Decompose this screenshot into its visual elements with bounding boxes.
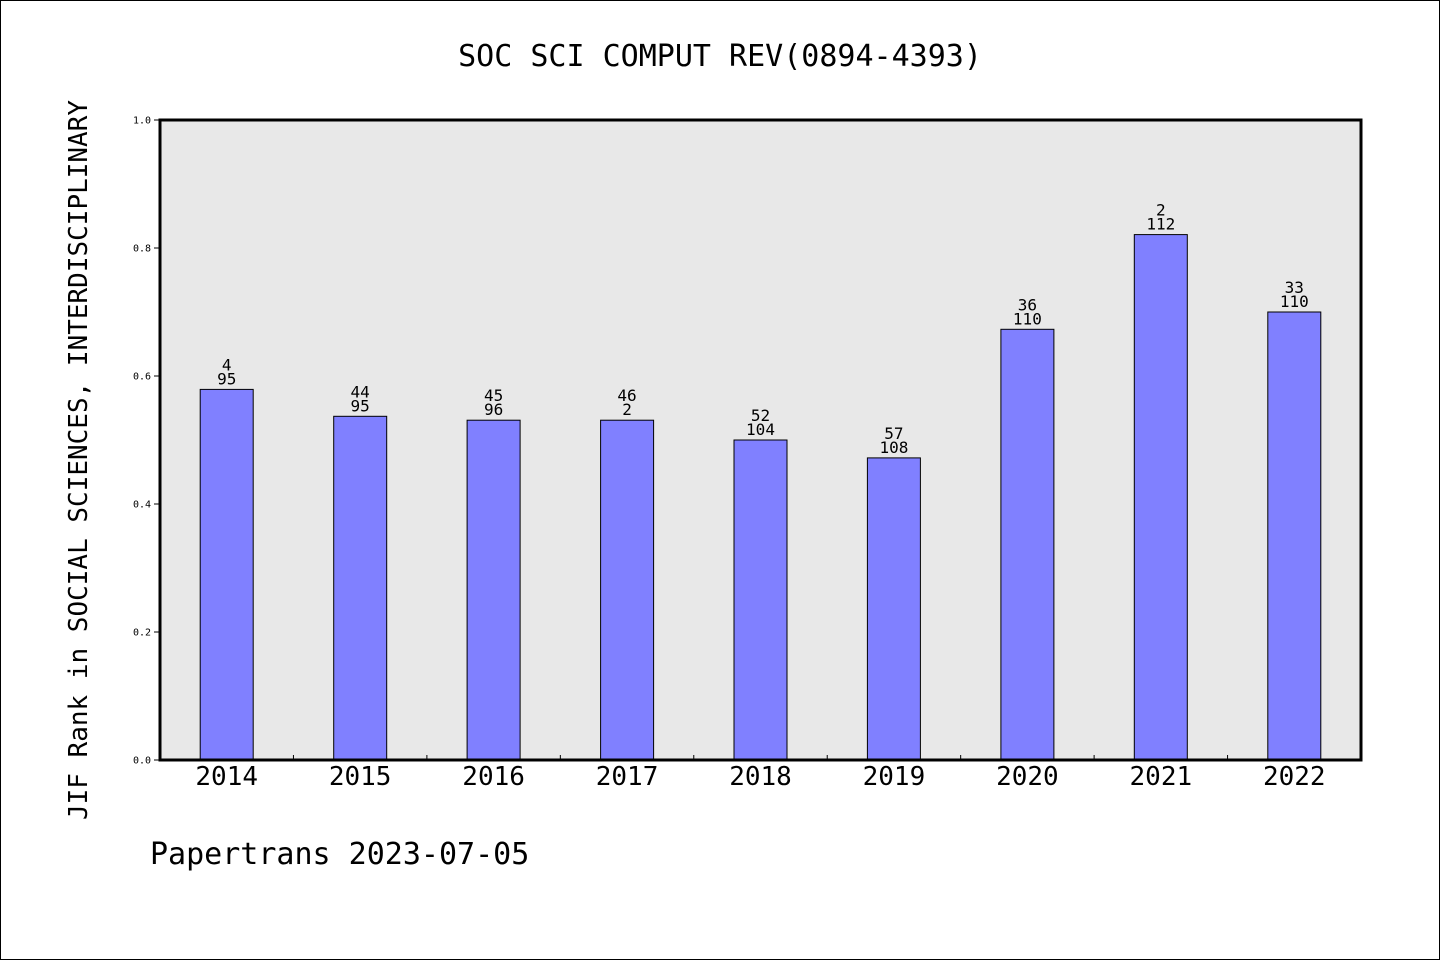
bar-2018 bbox=[733, 439, 788, 761]
bar-label-bottom-2022: 110 bbox=[1280, 292, 1309, 311]
bar-label-top-2022: 33 bbox=[1285, 278, 1304, 297]
x-axis-ticks: 2014 2015 2016 2017 2018 2019 2020 2021 2022 bbox=[195, 755, 1326, 792]
bar-2014 bbox=[199, 388, 254, 761]
bar-label-top-2020: 36 bbox=[1018, 295, 1037, 314]
y-tick-label: 0.0 bbox=[133, 756, 151, 767]
bars-group bbox=[199, 234, 1322, 761]
bar-label-top-2014: 4 bbox=[222, 355, 232, 374]
y-tick-label: 0.6 bbox=[133, 372, 151, 383]
x-tick-label-2016: 2016 bbox=[462, 762, 525, 792]
y-tick-label: 0.8 bbox=[133, 244, 151, 255]
y-axis-ticks: 0.0 0.2 0.4 0.6 0.8 1.0 bbox=[133, 116, 160, 767]
bar-2021 bbox=[1133, 234, 1188, 761]
y-axis-label: JIF Rank in SOCIAL SCIENCES, INTERDISCIP… bbox=[64, 100, 94, 820]
footer-text: Papertrans 2023-07-05 bbox=[150, 837, 529, 872]
bar-label-bottom-2017: 2 bbox=[622, 400, 632, 419]
bar-label-bottom-2016: 96 bbox=[484, 400, 503, 419]
x-tick-label-2015: 2015 bbox=[329, 762, 392, 792]
x-tick-label-2022: 2022 bbox=[1263, 762, 1326, 792]
bar-2019 bbox=[866, 457, 921, 761]
y-tick-label: 0.4 bbox=[133, 500, 151, 511]
bar-label-bottom-2019: 108 bbox=[879, 438, 908, 457]
bar-label-top-2015: 44 bbox=[351, 382, 370, 401]
bar-2015 bbox=[333, 415, 388, 761]
x-tick-label-2020: 2020 bbox=[996, 762, 1059, 792]
bar-label-bottom-2014: 95 bbox=[217, 369, 236, 388]
x-tick-label-2021: 2021 bbox=[1130, 762, 1193, 792]
bar-label-bottom-2021: 112 bbox=[1146, 215, 1175, 234]
bar-label-top-2018: 52 bbox=[751, 406, 770, 425]
bar-2020 bbox=[1000, 328, 1055, 761]
plot-border bbox=[158, 118, 1363, 762]
bar-label-top-2017: 46 bbox=[617, 386, 636, 405]
bar-2017 bbox=[600, 419, 655, 761]
bar-2016 bbox=[466, 419, 521, 761]
bar-label-top-2019: 57 bbox=[884, 424, 903, 443]
x-tick-label-2014: 2014 bbox=[195, 762, 258, 792]
bar-label-top-2021: 2 bbox=[1156, 201, 1166, 220]
bar-label-top-2016: 45 bbox=[484, 386, 503, 405]
bar-label-bottom-2018: 104 bbox=[746, 420, 775, 439]
y-tick-label: 1.0 bbox=[133, 116, 151, 127]
x-tick-label-2018: 2018 bbox=[729, 762, 792, 792]
chart-title: SOC SCI COMPUT REV(0894-4393) bbox=[458, 39, 982, 74]
bar-label-bottom-2020: 110 bbox=[1013, 309, 1042, 328]
x-tick-label-2019: 2019 bbox=[863, 762, 926, 792]
bar-2022 bbox=[1267, 311, 1322, 761]
x-tick-label-2017: 2017 bbox=[596, 762, 659, 792]
y-tick-label: 0.2 bbox=[133, 628, 151, 639]
bar-label-bottom-2015: 95 bbox=[351, 396, 370, 415]
